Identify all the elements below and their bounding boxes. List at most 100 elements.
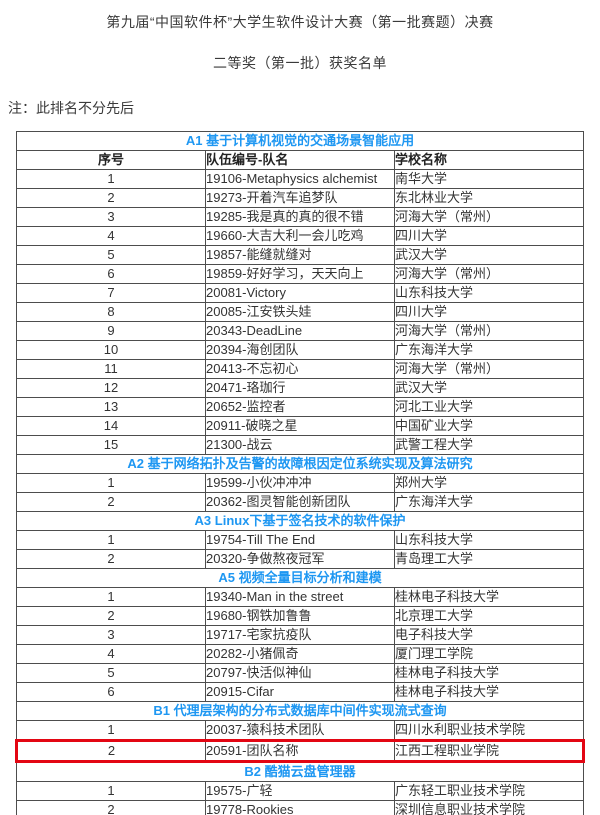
table-row: 6 19859-好好学习，天天向上 河海大学（常州） bbox=[16, 264, 584, 284]
rank-cell: 10 bbox=[16, 340, 206, 360]
school-cell: 广东海洋大学 bbox=[394, 340, 584, 360]
table-row: 14 20911-破晓之星 中国矿业大学 bbox=[16, 416, 584, 436]
team-cell: 20911-破晓之星 bbox=[205, 416, 395, 436]
table-row: 12 20471-珞珈行 武汉大学 bbox=[16, 378, 584, 398]
table-row: 9 20343-DeadLine 河海大学（常州） bbox=[16, 321, 584, 341]
rank-cell: 3 bbox=[16, 207, 206, 227]
team-cell: 20037-猿科技术团队 bbox=[205, 720, 395, 741]
awards-table: A1 基于计算机视觉的交通场景智能应用 序号 队伍编号-队名 学校名称 1 19106-M… bbox=[15, 131, 585, 815]
rank-cell: 2 bbox=[16, 606, 206, 626]
rank-cell: 1 bbox=[16, 720, 206, 741]
table-row: 5 19857-能缝就缝对 武汉大学 bbox=[16, 245, 584, 265]
rank-cell: 8 bbox=[16, 302, 206, 322]
column-header: 序号 bbox=[16, 150, 206, 170]
school-cell: 桂林电子科技大学 bbox=[394, 587, 584, 607]
rank-cell: 2 bbox=[16, 549, 206, 569]
team-cell: 19340-Man in the street bbox=[205, 587, 395, 607]
table-row: 2 19680-钢铁加鲁鲁 北京理工大学 bbox=[16, 606, 584, 626]
school-cell: 郑州大学 bbox=[394, 473, 584, 493]
rank-cell: 14 bbox=[16, 416, 206, 436]
column-header-row: 序号 队伍编号-队名 学校名称 bbox=[16, 150, 584, 170]
column-header: 学校名称 bbox=[394, 150, 584, 170]
table-row: 2 20362-图灵智能创新团队 广东海洋大学 bbox=[16, 492, 584, 512]
table-row: 5 20797-快活似神仙 桂林电子科技大学 bbox=[16, 663, 584, 683]
page-title: 第九届“中国软件杯”大学生软件设计大赛（第一批赛题）决赛 bbox=[106, 14, 494, 30]
rank-cell: 9 bbox=[16, 321, 206, 341]
team-cell: 19680-钢铁加鲁鲁 bbox=[205, 606, 395, 626]
section-header: B1 代理层架构的分布式数据库中间件实现流式查询 bbox=[16, 701, 584, 721]
school-cell: 四川水利职业技术学院 bbox=[394, 720, 584, 741]
rank-cell: 2 bbox=[16, 800, 206, 815]
table-row: 13 20652-监控者 河北工业大学 bbox=[16, 397, 584, 417]
rank-cell: 3 bbox=[16, 625, 206, 645]
table-row: 4 20282-小猪佩奇 厦门理工学院 bbox=[16, 644, 584, 664]
school-cell: 山东科技大学 bbox=[394, 283, 584, 303]
rank-cell: 13 bbox=[16, 397, 206, 417]
team-cell: 21300-战云 bbox=[205, 435, 395, 455]
rank-cell: 1 bbox=[16, 530, 206, 550]
rank-cell: 1 bbox=[16, 473, 206, 493]
team-cell: 19660-大吉大利一会儿吃鸡 bbox=[205, 226, 395, 246]
column-header: 队伍编号-队名 bbox=[205, 150, 395, 170]
school-cell: 南华大学 bbox=[394, 169, 584, 189]
school-cell: 青岛理工大学 bbox=[394, 549, 584, 569]
rank-cell: 4 bbox=[16, 226, 206, 246]
table-row: 4 19660-大吉大利一会儿吃鸡 四川大学 bbox=[16, 226, 584, 246]
table-row: 1 19575-广轻 广东轻工职业技术学院 bbox=[16, 781, 584, 801]
section-header-row: A1 基于计算机视觉的交通场景智能应用 bbox=[16, 131, 584, 151]
rank-cell: 1 bbox=[16, 169, 206, 189]
table-row: 3 19285-我是真的真的很不错 河海大学（常州） bbox=[16, 207, 584, 227]
section-header: A1 基于计算机视觉的交通场景智能应用 bbox=[16, 131, 584, 151]
team-cell: 19778-Rookies bbox=[205, 800, 395, 815]
section-header: B2 酷猫云盘管理器 bbox=[16, 761, 584, 782]
table-row: 11 20413-不忘初心 河海大学（常州） bbox=[16, 359, 584, 379]
rank-cell: 5 bbox=[16, 663, 206, 683]
table-row: 2 19778-Rookies 深圳信息职业技术学院 bbox=[16, 800, 584, 815]
school-cell: 武汉大学 bbox=[394, 245, 584, 265]
table-row: 1 19599-小伙冲冲冲 郑州大学 bbox=[16, 473, 584, 493]
school-cell: 江西工程职业学院 bbox=[394, 739, 585, 763]
team-cell: 19285-我是真的真的很不错 bbox=[205, 207, 395, 227]
rank-cell: 2 bbox=[16, 188, 206, 208]
table-row: 8 20085-江安铁头娃 四川大学 bbox=[16, 302, 584, 322]
rank-cell: 2 bbox=[15, 739, 206, 763]
section-header-row: B1 代理层架构的分布式数据库中间件实现流式查询 bbox=[16, 701, 584, 721]
team-cell: 19273-开着汽车追梦队 bbox=[205, 188, 395, 208]
awards-table-body: A1 基于计算机视觉的交通场景智能应用 序号 队伍编号-队名 学校名称 1 19106-M… bbox=[15, 131, 585, 815]
section-header: A5 视频全量目标分析和建模 bbox=[16, 568, 584, 588]
page-subtitle: 二等奖（第一批）获奖名单 bbox=[213, 55, 387, 71]
team-cell: 20915-Cifar bbox=[205, 682, 395, 702]
team-cell: 20085-江安铁头娃 bbox=[205, 302, 395, 322]
rank-cell: 2 bbox=[16, 492, 206, 512]
table-row: 1 19106-Metaphysics alchemist 南华大学 bbox=[16, 169, 584, 189]
section-header-row: A2 基于网络拓扑及告警的故障根因定位系统实现及算法研究 bbox=[16, 454, 584, 474]
school-cell: 河北工业大学 bbox=[394, 397, 584, 417]
table-row: 10 20394-海创团队 广东海洋大学 bbox=[16, 340, 584, 360]
rank-cell: 5 bbox=[16, 245, 206, 265]
team-cell: 20320-争做熬夜冠军 bbox=[205, 549, 395, 569]
school-cell: 电子科技大学 bbox=[394, 625, 584, 645]
section-header: A2 基于网络拓扑及告警的故障根因定位系统实现及算法研究 bbox=[16, 454, 584, 474]
table-row: 2 20320-争做熬夜冠军 青岛理工大学 bbox=[16, 549, 584, 569]
team-cell: 20413-不忘初心 bbox=[205, 359, 395, 379]
highlighted-table-row: 2 20591-团队名称 江西工程职业学院 bbox=[15, 739, 585, 763]
rank-cell: 12 bbox=[16, 378, 206, 398]
section-header-row: A3 Linux下基于签名技术的软件保护 bbox=[16, 511, 584, 531]
team-cell: 20471-珞珈行 bbox=[205, 378, 395, 398]
ranking-note: 注：此排名不分先后 bbox=[8, 100, 134, 116]
rank-cell: 1 bbox=[16, 587, 206, 607]
school-cell: 四川大学 bbox=[394, 302, 584, 322]
school-cell: 厦门理工学院 bbox=[394, 644, 584, 664]
team-cell: 19754-Till The End bbox=[205, 530, 395, 550]
school-cell: 河海大学（常州） bbox=[394, 264, 584, 284]
school-cell: 四川大学 bbox=[394, 226, 584, 246]
table-row: 15 21300-战云 武警工程大学 bbox=[16, 435, 584, 455]
school-cell: 山东科技大学 bbox=[394, 530, 584, 550]
school-cell: 深圳信息职业技术学院 bbox=[394, 800, 584, 815]
team-cell: 20282-小猪佩奇 bbox=[205, 644, 395, 664]
table-row: 1 20037-猿科技术团队 四川水利职业技术学院 bbox=[16, 720, 584, 741]
school-cell: 武警工程大学 bbox=[394, 435, 584, 455]
team-cell: 19717-宅家抗疫队 bbox=[205, 625, 395, 645]
school-cell: 广东轻工职业技术学院 bbox=[394, 781, 584, 801]
school-cell: 桂林电子科技大学 bbox=[394, 663, 584, 683]
